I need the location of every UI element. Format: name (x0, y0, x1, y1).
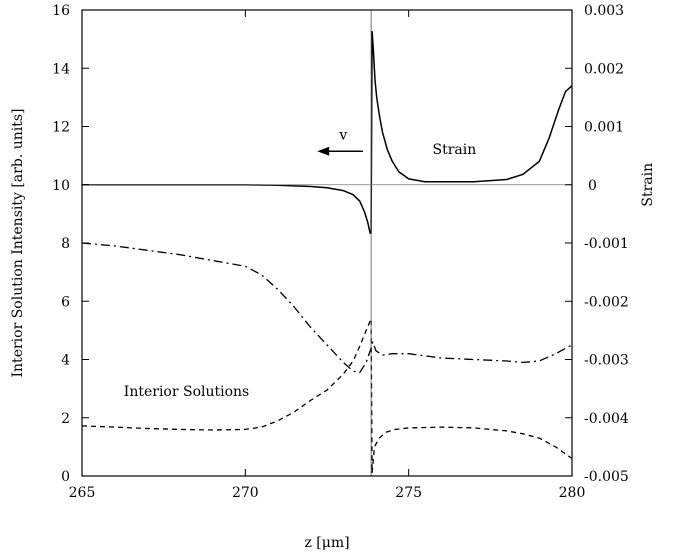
y-left-tick-label: 16 (52, 3, 70, 19)
y-right-tick-label: -0.003 (584, 353, 629, 369)
x-axis-title: z [μm] (304, 535, 349, 551)
plot-frame (81, 9, 573, 477)
y-left-tick-label: 6 (61, 294, 70, 310)
y-right-tick-label: 0 (588, 178, 597, 194)
plot-lines (81, 30, 573, 474)
y-right-tick-label: 0.001 (584, 120, 624, 136)
y-right-tick-label: -0.002 (584, 294, 629, 310)
y-axis-right-title: Strain (640, 163, 656, 207)
y-left-tick-label: 4 (61, 353, 70, 369)
series-line-dash-dot (81, 242, 573, 374)
annotation-label: v (338, 128, 347, 144)
y-left-tick-label: 12 (52, 120, 70, 136)
y-left-tick-label: 10 (52, 178, 70, 194)
y-right-tick-label: -0.005 (584, 469, 629, 485)
annotations: Strain Interior Solutions v (124, 128, 476, 400)
x-tick-label: 265 (69, 485, 96, 501)
annotation-label: Strain (433, 142, 477, 158)
reference-lines (82, 10, 572, 476)
axis-ticks: 265 270 275 280 0 2 4 6 8 10 12 14 16 -0.005 -0.004 -0.… (52, 3, 629, 501)
y-left-tick-label: 8 (61, 236, 70, 252)
y-right-tick-label: -0.004 (584, 411, 629, 427)
y-right-tick-label: 0.003 (584, 3, 624, 19)
y-axis-left-title: Interior Solution Intensity [arb. units] (10, 109, 26, 378)
y-right-tick-label: 0.002 (584, 61, 624, 77)
arrow-left-icon (317, 146, 330, 156)
y-left-tick-label: 14 (52, 61, 70, 77)
x-tick-label: 280 (559, 485, 586, 501)
y-left-tick-label: 0 (61, 469, 70, 485)
x-tick-label: 270 (232, 485, 259, 501)
y-right-tick-label: -0.001 (584, 236, 629, 252)
series-line-dashed (81, 318, 573, 474)
annotation-label: Interior Solutions (124, 384, 249, 400)
y-left-tick-label: 2 (61, 411, 70, 427)
x-tick-label: 275 (395, 485, 422, 501)
series-line-solid (82, 30, 573, 234)
